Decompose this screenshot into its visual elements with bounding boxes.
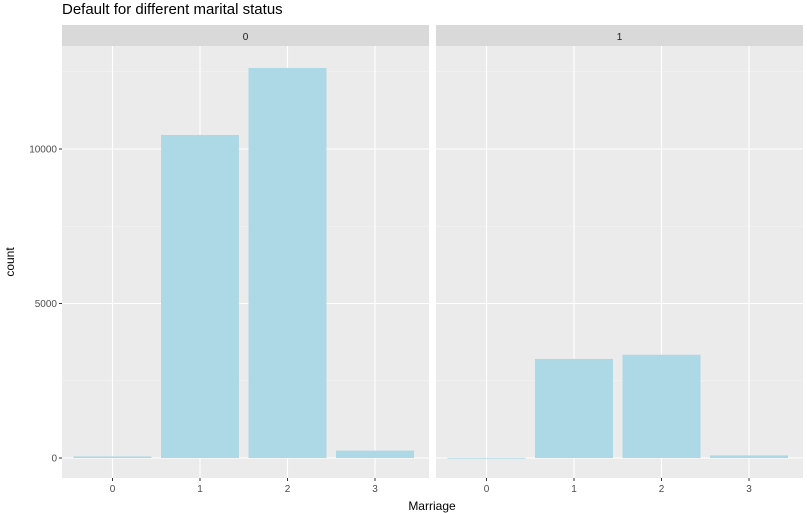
x-tick-label: 0 <box>484 484 490 495</box>
facet-panel-1: 1 0 1 2 3 <box>436 25 803 495</box>
x-tick-label: 2 <box>285 484 291 495</box>
bar-marriage-2-default-0 <box>248 67 327 458</box>
facet-strip <box>436 25 803 46</box>
x-tick-label: 3 <box>372 484 378 495</box>
x-tick-label: 1 <box>197 484 203 495</box>
x-tick-label: 3 <box>746 484 752 495</box>
facet-strip <box>62 25 429 46</box>
x-tick-label: 2 <box>659 484 665 495</box>
y-tick-label: 5000 <box>35 299 58 310</box>
x-axis-title: Marriage <box>408 499 456 513</box>
y-tick-label: 0 <box>51 454 57 465</box>
bar-marriage-1-default-1 <box>535 358 613 458</box>
chart-title: Default for different marital status <box>62 1 283 18</box>
bar-marriage-1-default-0 <box>161 135 239 458</box>
bar-marriage-0-default-0 <box>73 456 152 458</box>
bar-marriage-2-default-1 <box>622 354 701 458</box>
y-axis-title: count <box>3 247 17 277</box>
facet-panels: 0 0 1 2 3 1 0 1 2 3 <box>62 25 803 495</box>
facet-strip-label: 0 <box>243 32 249 43</box>
x-tick-label: 1 <box>571 484 577 495</box>
y-axis: 0 5000 10000 <box>29 145 62 465</box>
bar-marriage-3-default-1 <box>710 455 788 458</box>
facet-strip-label: 1 <box>617 32 623 43</box>
facet-panel-0: 0 0 1 2 3 <box>62 25 429 495</box>
bar-marriage-3-default-0 <box>336 450 414 458</box>
bar-marriage-0-default-1 <box>447 457 526 459</box>
panel-background <box>436 46 803 478</box>
x-tick-label: 0 <box>110 484 116 495</box>
y-tick-label: 10000 <box>29 145 57 156</box>
panel-background <box>62 46 429 478</box>
